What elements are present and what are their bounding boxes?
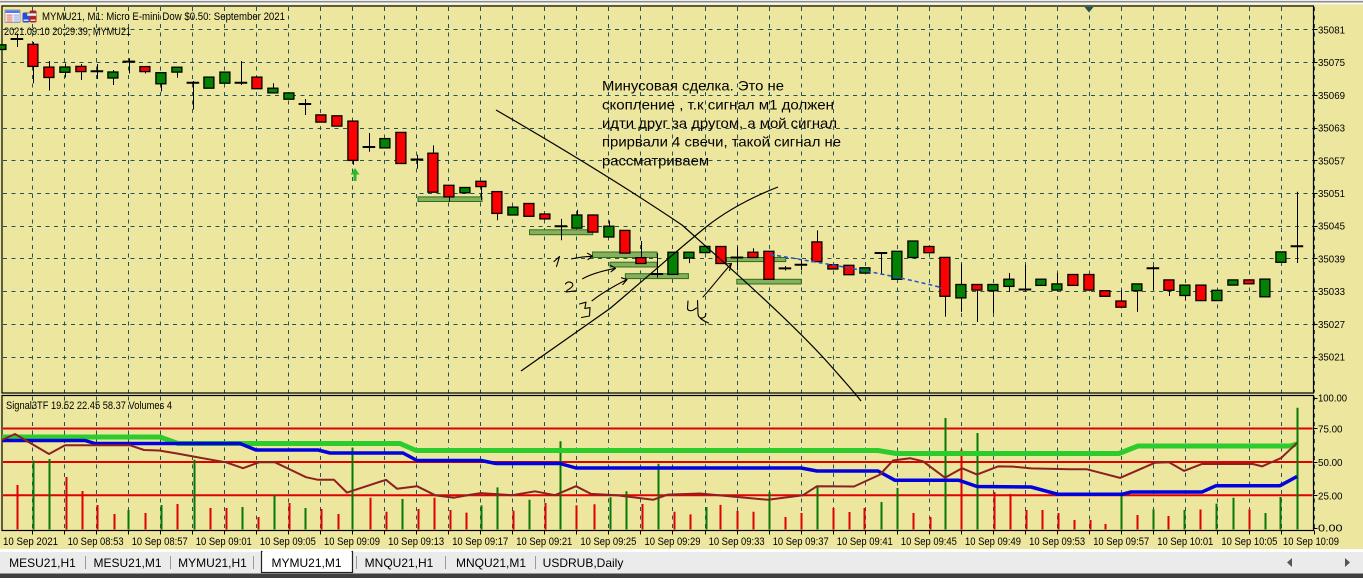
svg-text:10 Sep 08:57: 10 Sep 08:57: [132, 536, 188, 548]
svg-text:0.00: 0.00: [1318, 523, 1343, 535]
svg-text:35063: 35063: [1318, 123, 1345, 135]
svg-text:10 Sep 09:29: 10 Sep 09:29: [645, 536, 701, 548]
svg-text:10 Sep 09:41: 10 Sep 09:41: [837, 536, 893, 548]
svg-text:10 Sep 09:53: 10 Sep 09:53: [1029, 536, 1085, 548]
svg-text:35081: 35081: [1318, 24, 1345, 36]
svg-text:25.00: 25.00: [1318, 490, 1343, 502]
svg-text:2021.09.10 20:29:39; MYMU21: 2021.09.10 20:29:39; MYMU21: [4, 26, 131, 38]
svg-text:рассматриваем: рассматриваем: [602, 152, 709, 168]
svg-text:75.00: 75.00: [1318, 424, 1343, 436]
svg-text:10 Sep 09:17: 10 Sep 09:17: [452, 536, 508, 548]
svg-text:Signal3TF 19.52 22.45 58.37 Vo: Signal3TF 19.52 22.45 58.37 Volumes 4: [6, 400, 172, 412]
svg-text:35069: 35069: [1318, 90, 1345, 102]
svg-text:35057: 35057: [1318, 155, 1345, 167]
svg-text:35021: 35021: [1318, 352, 1345, 364]
svg-text:10 Sep 10:09: 10 Sep 10:09: [1283, 536, 1339, 548]
svg-text:идти друг за другом, а мой сиг: идти друг за другом, а мой сигнал: [602, 115, 837, 131]
svg-text:MESU21,H1: MESU21,H1: [9, 556, 76, 570]
svg-text:10 Sep 09:09: 10 Sep 09:09: [324, 536, 380, 548]
svg-text:USDRUB,Daily: USDRUB,Daily: [543, 556, 624, 570]
svg-text:50.00: 50.00: [1318, 457, 1343, 469]
svg-text:MYMU21,H1: MYMU21,H1: [178, 556, 247, 570]
svg-text:35051: 35051: [1318, 188, 1345, 200]
svg-text:MYMU21,M1: MYMU21,M1: [271, 556, 341, 570]
svg-text:10 Sep 08:53: 10 Sep 08:53: [68, 536, 124, 548]
svg-text:10 Sep 09:49: 10 Sep 09:49: [965, 536, 1021, 548]
svg-text:35027: 35027: [1318, 319, 1345, 331]
svg-text:35039: 35039: [1318, 253, 1345, 265]
svg-text:MNQU21,H1: MNQU21,H1: [365, 556, 434, 570]
svg-text:35033: 35033: [1318, 286, 1345, 298]
svg-text:10 Sep 09:45: 10 Sep 09:45: [901, 536, 957, 548]
svg-text:Минусовая сделка. Это не: Минусовая сделка. Это не: [602, 78, 784, 94]
svg-text:прирвали 4 свечи, такой сигнал: прирвали 4 свечи, такой сигнал не: [602, 134, 841, 150]
svg-text:10 Sep 09:05: 10 Sep 09:05: [260, 536, 316, 548]
svg-text:MNQU21,M1: MNQU21,M1: [456, 556, 526, 570]
svg-text:10 Sep 09:25: 10 Sep 09:25: [580, 536, 636, 548]
svg-text:10 Sep 10:01: 10 Sep 10:01: [1157, 536, 1213, 548]
svg-text:10 Sep 10:05: 10 Sep 10:05: [1221, 536, 1277, 548]
svg-text:10 Sep 09:21: 10 Sep 09:21: [516, 536, 572, 548]
svg-text:MYMU21, M1: Micro E-mini Dow: MYMU21, M1: Micro E-mini Dow $0.50: Sept…: [42, 11, 285, 23]
svg-text:скопление , т.к сигнал м1 долж: скопление , т.к сигнал м1 должен: [602, 96, 834, 112]
svg-text:MESU21,M1: MESU21,M1: [93, 556, 161, 570]
svg-text:10 Sep 09:57: 10 Sep 09:57: [1093, 536, 1149, 548]
svg-text:10 Sep 09:01: 10 Sep 09:01: [196, 536, 252, 548]
svg-text:100.00: 100.00: [1318, 393, 1347, 405]
svg-text:10 Sep 09:13: 10 Sep 09:13: [388, 536, 444, 548]
svg-text:10 Sep 09:37: 10 Sep 09:37: [773, 536, 829, 548]
svg-text:35075: 35075: [1318, 57, 1345, 69]
svg-text:10 Sep 09:33: 10 Sep 09:33: [709, 536, 765, 548]
svg-text:10 Sep 2021: 10 Sep 2021: [3, 536, 58, 548]
svg-text:35045: 35045: [1318, 221, 1345, 233]
